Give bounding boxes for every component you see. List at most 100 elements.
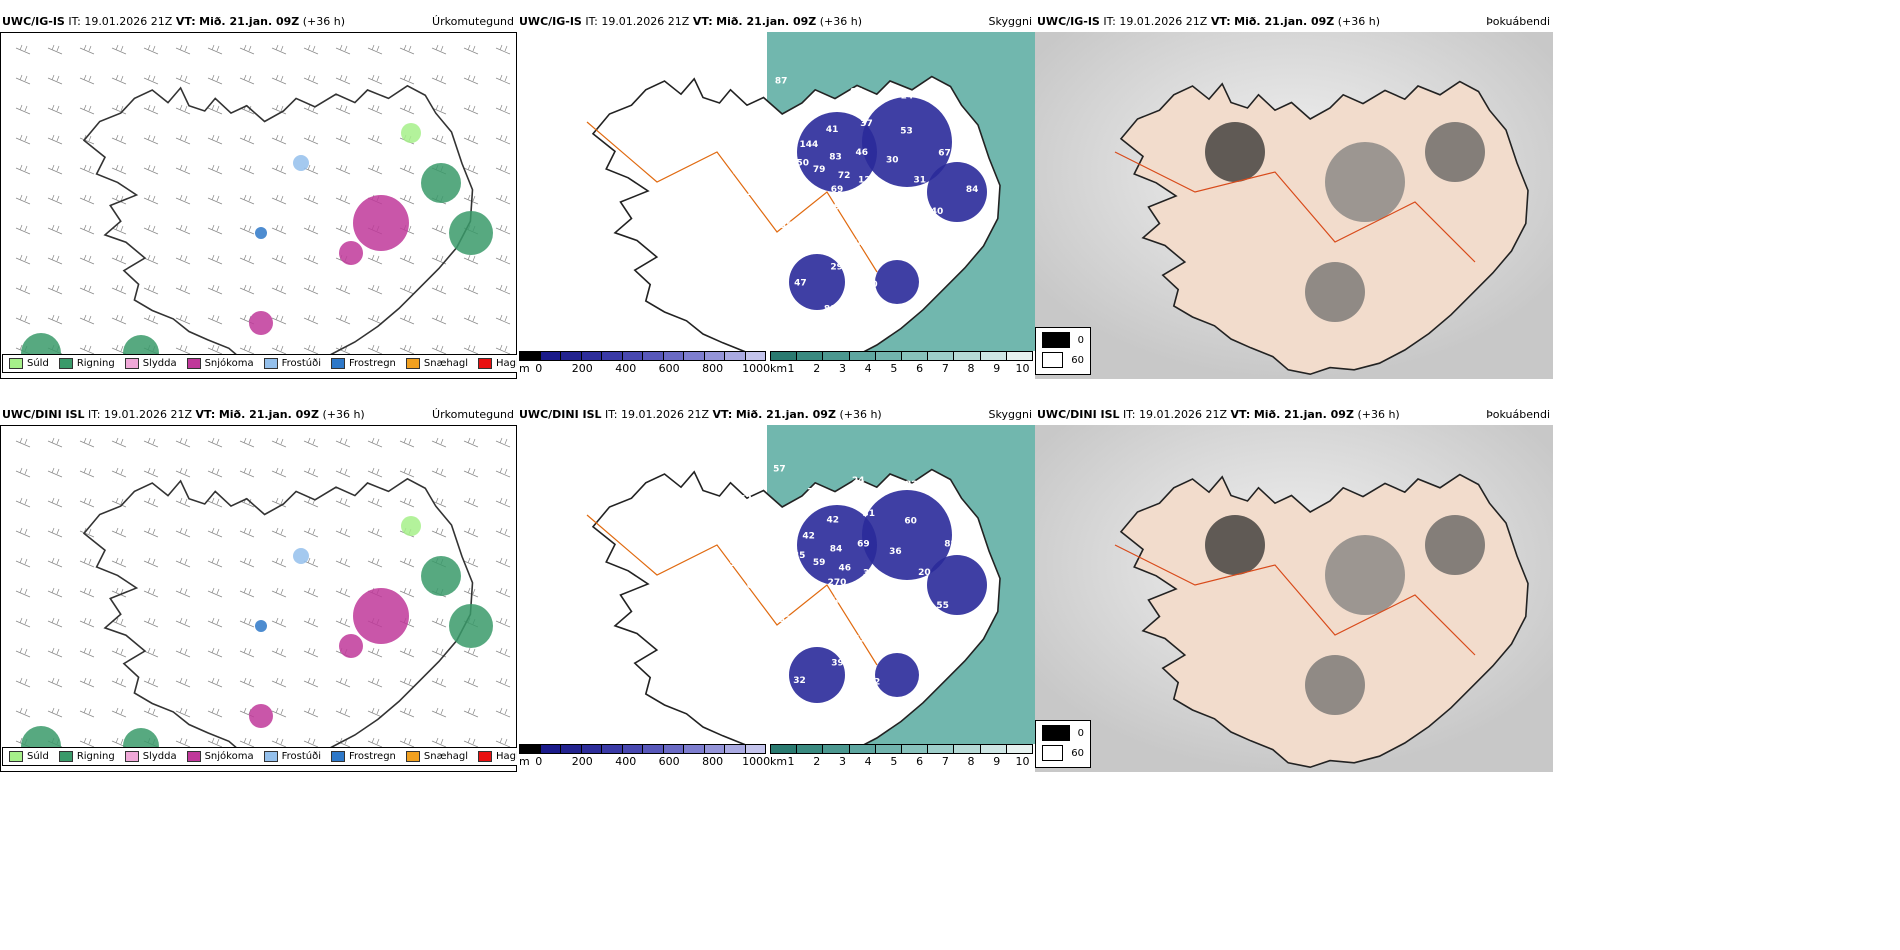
visibility-label: 72 (838, 171, 851, 181)
colorbar-cell (520, 745, 541, 753)
visibility-label: 162 (821, 703, 840, 713)
visibility-label: 89 (824, 305, 837, 315)
visibility-label: 24 (852, 476, 865, 486)
colorbar-cell (622, 745, 643, 753)
visibility-label: 73 (794, 197, 807, 207)
legend-swatch (186, 358, 201, 369)
visibility-label: 84 (830, 545, 843, 555)
legend-swatch (1042, 352, 1064, 368)
colorbar-tick: 5 (890, 755, 898, 768)
colorbar-tick: 600 (658, 755, 680, 768)
lead-time: (+36 h) (839, 408, 882, 421)
visibility-label: 77 (764, 535, 777, 545)
colorbar-tick: 7 (941, 755, 949, 768)
colorbar-tick: 9 (993, 755, 1001, 768)
panel-title: Þokuábendi (1486, 15, 1550, 28)
colorbar-cells (519, 351, 766, 361)
lead-time: (+36 h) (819, 15, 863, 28)
visibility-label: 62 (739, 495, 752, 505)
colorbar-tick: 0 (535, 362, 543, 375)
visibility-label: 54 (738, 645, 751, 655)
visibility-label: 87 (775, 76, 788, 86)
fog-legend: 0 60 (1035, 327, 1091, 375)
colorbar-cell (663, 352, 684, 360)
panel-header: UWC/IG-IS IT: 19.01.2026 21Z VT: Mið. 21… (1035, 12, 1553, 32)
colorbar-cell (643, 352, 664, 360)
visibility-label: 53 (802, 212, 815, 222)
panel-header: UWC/DINI ISL IT: 19.01.2026 21Z VT: Mið.… (0, 405, 517, 425)
visibility-label: 28 (896, 612, 909, 622)
colorbar-cell (849, 745, 876, 753)
legend-swatch (478, 751, 493, 762)
visibility-label: 46 (855, 148, 868, 158)
visibility-label: 55 (744, 680, 757, 690)
visibility-label: 41 (692, 573, 705, 583)
visibility-label: 60 (771, 592, 784, 602)
colorbar-cell (704, 745, 725, 753)
visibility-label: 50 (882, 191, 895, 201)
ptype-legend-item: Snæhagl (405, 358, 468, 369)
visibility-label: 77 (937, 643, 950, 653)
visibility-label: 53 (848, 196, 861, 206)
ptype-legend-item: Súld (9, 751, 49, 762)
colorbar-cell (797, 745, 824, 753)
legend-label: Slydda (142, 751, 177, 762)
legend-swatch (263, 358, 278, 369)
colorbar-tick: 3 (838, 362, 846, 375)
colorbar-tick: 2 (813, 362, 821, 375)
panel-header: UWC/IG-IS IT: 19.01.2026 21Z VT: Mið. 21… (517, 12, 1035, 32)
init-time: IT: 19.01.2026 21Z (88, 408, 193, 421)
colorbar-unit: km (770, 755, 788, 768)
colorbar-cell (1006, 745, 1033, 753)
legend-label: Snjókoma (204, 358, 254, 369)
visibility-label: 31 (862, 509, 875, 519)
colorbar-tick: 7 (941, 362, 949, 375)
visibility-label: 56 (857, 215, 870, 225)
panel-title: Þokuábendi (1486, 408, 1550, 421)
colorbar-cell (581, 352, 602, 360)
panel-title: Úrkomutegund (432, 15, 514, 28)
colorbar-ticks: km 1 2 3 4 5 6 7 8 9 10 (770, 754, 1033, 768)
colorbar-cell (540, 745, 561, 753)
legend-swatch (186, 751, 201, 762)
colorbar-cell (875, 745, 903, 753)
colorbar-tick: 4 (864, 755, 872, 768)
visibility-label: 65 (853, 634, 866, 644)
visibility-label: 59 (813, 558, 826, 568)
visibility-label: 36 (889, 547, 902, 557)
legend-label: Snjókoma (204, 751, 254, 762)
fog-legend-item: 60 (1042, 745, 1084, 761)
visibility-label: 16 (698, 180, 711, 190)
ptype-legend-item: Slydda (124, 358, 177, 369)
init-time: IT: 19.01.2026 21Z (1123, 408, 1228, 421)
visibility-label: 26 (766, 558, 779, 568)
colorbar-cell (725, 352, 746, 360)
visibility-label: 28 (733, 167, 746, 177)
legend-swatch (58, 358, 73, 369)
valid-label: VT: (1210, 15, 1231, 28)
visibility-label: 37 (860, 119, 873, 129)
colorbar-tick: 10 (1015, 362, 1030, 375)
colorbar-tick: 6 (916, 755, 924, 768)
visibility-label: 37 (777, 509, 790, 519)
colorbar-cell (771, 745, 798, 753)
legend-label: Frostregn (349, 751, 396, 762)
colorbar-cell (561, 745, 582, 753)
visibility-label: 51 (781, 181, 794, 191)
visibility-label: 22 (868, 677, 881, 687)
colorbar-cell (902, 352, 929, 360)
panel-header: UWC/DINI ISL IT: 19.01.2026 21Z VT: Mið.… (1035, 405, 1553, 425)
ptype-legend-item: Slydda (124, 751, 177, 762)
visibility-label: 38 (780, 221, 793, 231)
init-time: IT: 19.01.2026 21Z (605, 408, 710, 421)
fog-legend: 0 60 (1035, 720, 1091, 768)
colorbar-tick: 1 (787, 362, 795, 375)
fog-panel-ig: UWC/IG-IS IT: 19.01.2026 21Z VT: Mið. 21… (1035, 12, 1553, 379)
colorbar-tick: 6 (916, 362, 924, 375)
vis-map: 270 98 59 42 61 46 41 35 232 60 84 36 26 36 32 42 29 67 69… (517, 425, 1035, 765)
colorbar-cell (581, 745, 602, 753)
visibility-label: 69 (857, 540, 870, 550)
visibility-colorbar: km 1 2 3 4 5 6 7 8 9 10 (770, 351, 1033, 375)
visibility-label: 62 (778, 119, 791, 129)
legend-label: Rigning (76, 358, 115, 369)
